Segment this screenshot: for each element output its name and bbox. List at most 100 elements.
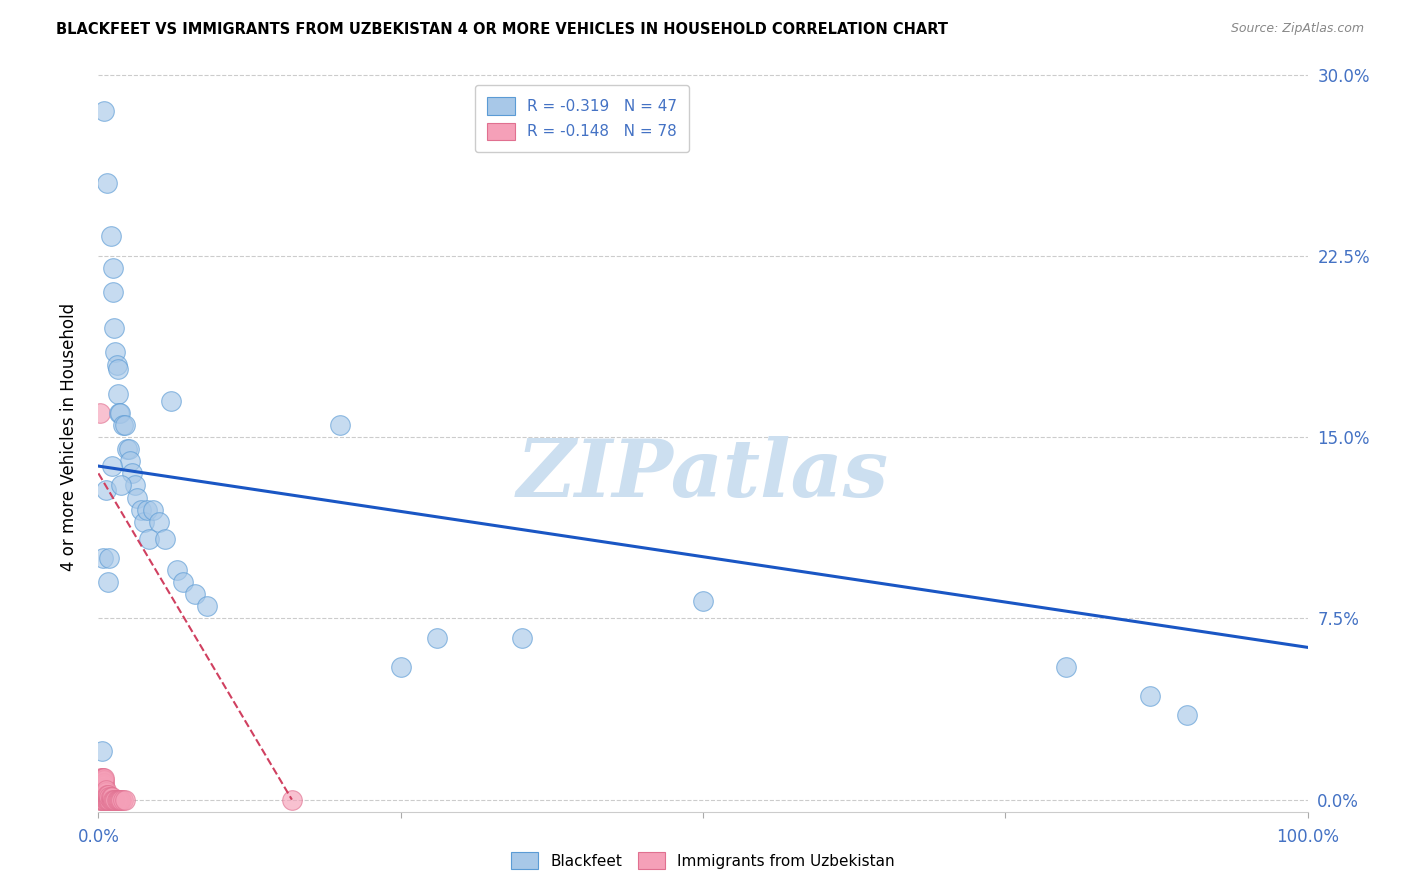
- Point: [100, 790, 122, 805]
- Point: [93, 792, 115, 806]
- Point: [101, 285, 124, 299]
- Point: [107, 386, 129, 401]
- Point: [91, 780, 114, 795]
- Point: [105, 792, 128, 806]
- Point: [100, 792, 122, 806]
- Point: [96, 176, 118, 190]
- Text: BLACKFEET VS IMMIGRANTS FROM UZBEKISTAN 4 OR MORE VEHICLES IN HOUSEHOLD CORRELAT: BLACKFEET VS IMMIGRANTS FROM UZBEKISTAN …: [56, 22, 948, 37]
- Point: [127, 491, 149, 505]
- Point: [91, 792, 114, 806]
- Point: [98, 790, 121, 805]
- Point: [91, 773, 114, 788]
- Point: [97, 788, 120, 802]
- Point: [281, 792, 304, 806]
- Point: [91, 788, 114, 802]
- Point: [89, 773, 111, 788]
- Point: [90, 775, 112, 789]
- Point: [101, 260, 124, 275]
- Point: [138, 532, 160, 546]
- Point: [89, 775, 111, 789]
- Point: [97, 790, 120, 805]
- Point: [93, 103, 115, 118]
- Point: [389, 659, 412, 673]
- Point: [89, 785, 111, 799]
- Point: [100, 229, 122, 244]
- Point: [90, 773, 112, 788]
- Point: [329, 417, 352, 432]
- Point: [111, 417, 134, 432]
- Point: [124, 478, 146, 492]
- Point: [108, 406, 131, 420]
- Point: [94, 792, 117, 806]
- Point: [121, 467, 143, 481]
- Point: [93, 771, 115, 785]
- Point: [98, 792, 121, 806]
- Point: [93, 775, 115, 789]
- Point: [117, 442, 139, 457]
- Point: [91, 780, 114, 795]
- Point: [89, 778, 111, 792]
- Point: [90, 790, 112, 805]
- Point: [172, 575, 194, 590]
- Point: [97, 792, 120, 806]
- Point: [91, 783, 114, 797]
- Point: [90, 771, 112, 785]
- Point: [96, 790, 118, 805]
- Point: [1175, 708, 1198, 723]
- Point: [91, 771, 114, 785]
- Text: ZIPatlas: ZIPatlas: [517, 436, 889, 513]
- Point: [91, 744, 114, 758]
- Point: [692, 594, 714, 608]
- Point: [93, 773, 115, 788]
- Point: [160, 393, 183, 408]
- Point: [101, 792, 124, 806]
- Point: [89, 788, 111, 802]
- Point: [510, 631, 533, 645]
- Point: [98, 550, 121, 565]
- Point: [90, 785, 112, 799]
- Point: [103, 792, 125, 806]
- Point: [195, 599, 218, 614]
- Point: [94, 785, 117, 799]
- Point: [91, 783, 114, 797]
- Point: [93, 785, 115, 799]
- Point: [129, 502, 152, 516]
- Point: [93, 783, 115, 797]
- Point: [90, 792, 112, 806]
- Point: [91, 550, 114, 565]
- Point: [93, 778, 115, 792]
- Point: [148, 515, 170, 529]
- Point: [100, 459, 122, 474]
- Point: [89, 783, 111, 797]
- Point: [93, 790, 115, 805]
- Point: [142, 502, 165, 516]
- Text: 0.0%: 0.0%: [77, 828, 120, 847]
- Point: [90, 780, 112, 795]
- Point: [90, 778, 112, 792]
- Point: [118, 442, 141, 457]
- Point: [89, 406, 111, 420]
- Point: [114, 792, 136, 806]
- Point: [108, 792, 131, 806]
- Point: [118, 454, 141, 468]
- Point: [96, 788, 118, 802]
- Point: [91, 778, 114, 792]
- Point: [100, 792, 122, 806]
- Point: [94, 483, 117, 498]
- Point: [89, 790, 111, 805]
- Point: [107, 362, 129, 376]
- Point: [103, 321, 125, 335]
- Point: [108, 406, 131, 420]
- Point: [108, 792, 131, 806]
- Text: Source: ZipAtlas.com: Source: ZipAtlas.com: [1230, 22, 1364, 36]
- Legend: R = -0.319   N = 47, R = -0.148   N = 78: R = -0.319 N = 47, R = -0.148 N = 78: [475, 85, 689, 153]
- Point: [94, 783, 117, 797]
- Point: [90, 783, 112, 797]
- Point: [166, 563, 188, 577]
- Point: [94, 790, 117, 805]
- Point: [93, 780, 115, 795]
- Point: [91, 775, 114, 789]
- Point: [91, 775, 114, 789]
- Point: [1139, 689, 1161, 703]
- Point: [97, 575, 120, 590]
